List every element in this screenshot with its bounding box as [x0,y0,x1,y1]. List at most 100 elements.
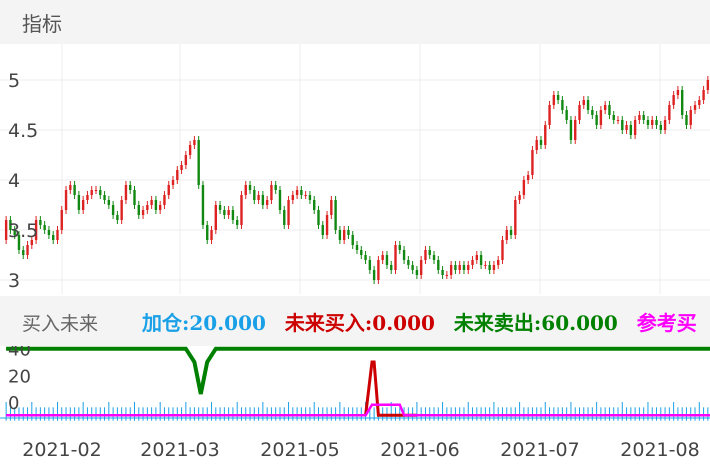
candle-body [595,115,598,125]
candle-body [56,230,59,240]
series-line [364,360,417,417]
candle-body [638,115,641,120]
date-tick: 2021-08 [620,439,699,461]
candle-body [313,200,316,210]
candle-body [291,195,295,200]
candle-body [167,185,170,195]
candle-body [265,200,269,205]
candle-body [629,125,633,135]
candle-body [308,195,312,200]
candle-body [591,110,594,115]
candle-body [60,210,63,230]
candle-body [368,260,372,270]
price-y-tick: 3 [8,270,20,292]
candle-body [334,200,337,230]
candle-body [381,255,384,260]
date-axis: 2021-02 2021-03 2021-05 2021-06 2021-07 2021-… [0,426,710,472]
candle-body [163,195,166,205]
candle-body [415,270,419,275]
candle-body [244,185,247,195]
candle-body [642,115,645,120]
candle-body [133,190,136,205]
candle-body [698,100,701,105]
candle-body [300,190,303,195]
candle-body [603,105,607,110]
candle-body [141,210,145,215]
candle-body [685,115,688,125]
ind-y-tick: 0 [8,393,19,414]
candle-body [231,210,235,220]
candle-body [539,140,543,145]
candle-body [680,90,684,115]
candle-body [64,190,68,210]
candle-body [561,100,564,110]
candle-body [428,250,431,255]
candle-body [129,185,132,190]
candle-body [137,205,140,215]
candle-body [377,260,380,280]
candle-body [257,195,260,200]
candle-body [689,110,692,125]
candle-body [274,185,277,190]
candle-body [646,120,650,125]
candle-body [505,230,508,240]
candle-body [454,265,457,270]
candle-body [548,105,551,125]
candle-body [364,255,367,260]
candle-body [73,185,76,195]
candle-body [287,200,290,225]
candle-body [676,90,680,95]
candle-body [578,105,581,120]
candle-body [81,200,85,210]
candle-body [86,195,89,200]
ind-y-tick: 40 [8,346,31,361]
candle-body [304,195,307,196]
candle-body [240,195,243,225]
candle-body [441,270,444,275]
candle-body [206,225,209,240]
candle-body [475,255,479,260]
candle-body [360,250,363,255]
candle-body [171,180,175,185]
candle-body [616,120,620,121]
candle-body [146,205,149,210]
candle-body [621,120,624,130]
candle-body [556,95,560,100]
candle-body [150,200,153,205]
candle-body [338,230,342,240]
candle-body [390,265,393,270]
date-tick: 2021-05 [260,439,339,461]
date-tick: 2021-06 [380,439,459,461]
candle-body [522,180,526,195]
candle-body [214,205,217,230]
candle-body [90,190,93,195]
candle-body [471,260,474,265]
indicator-name[interactable]: 买入未来 [22,313,99,335]
price-chart-svg: 5 4.5 4 3.5 3 [0,44,710,294]
candle-body [449,265,453,275]
price-y-tick: 3.5 [8,220,38,242]
candle-body [13,230,16,235]
indicator-value-future-sell: 未来卖出:60.000 [453,311,618,335]
candle-body [488,265,491,270]
candle-body [402,250,406,260]
candle-body [407,260,410,265]
candle-body [218,205,222,210]
candle-body [445,275,449,276]
candle-body [154,200,158,210]
candle-body [535,140,538,150]
price-y-tick: 4.5 [8,120,38,142]
candle-body [43,225,46,230]
candle-body [582,100,585,105]
date-tick: 2021-07 [500,439,579,461]
candle-body [531,150,534,175]
candle-body [295,190,299,195]
indicator-header: 指标 [0,0,710,44]
candle-body [176,170,179,180]
candle-body [651,120,654,125]
price-chart[interactable]: 5 4.5 4 3.5 3 [0,44,710,294]
candle-body [158,205,162,210]
candle-body [659,125,662,130]
candle-body [544,125,547,145]
indicator-chart[interactable]: 40 20 0 [0,340,710,426]
